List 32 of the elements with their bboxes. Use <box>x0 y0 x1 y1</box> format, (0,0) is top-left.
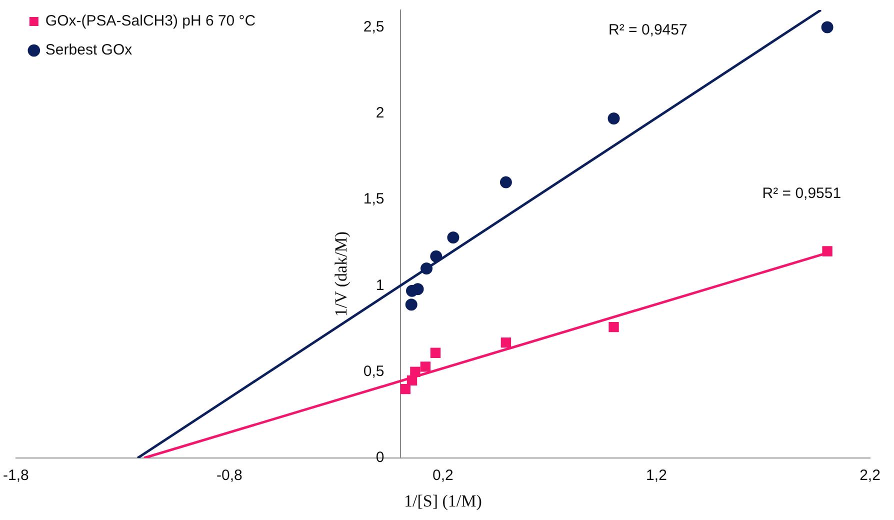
point <box>405 298 418 311</box>
x-tick-label: 1,2 <box>646 467 667 484</box>
point <box>821 21 834 34</box>
point <box>608 112 620 125</box>
y-axis-title: 1/V (dak/M) <box>332 231 351 317</box>
annotation: R² = 0,9551 <box>762 184 842 202</box>
y-tick-label: 0 <box>376 449 384 466</box>
y-tick-label: 1,5 <box>363 190 384 208</box>
point <box>420 362 431 372</box>
annotation: R² = 0,9457 <box>608 21 688 38</box>
point <box>410 366 420 377</box>
point <box>822 246 832 256</box>
legend-label: GOx-(PSA-SalCH3) pH 6 70 °C <box>45 12 256 30</box>
point <box>412 283 424 296</box>
point <box>447 231 460 244</box>
x-tick-label: -0,8 <box>216 467 242 484</box>
legend-label: Serbest GOx <box>45 42 133 59</box>
point <box>430 250 442 262</box>
point <box>500 176 512 188</box>
point <box>608 322 619 332</box>
y-tick-label: 2 <box>376 104 384 122</box>
point <box>420 262 433 274</box>
x-tick-label: 0,2 <box>432 467 454 484</box>
point <box>500 337 512 348</box>
y-tick-label: 1 <box>376 276 384 294</box>
point <box>430 348 441 358</box>
x-tick-label: -1,8 <box>2 467 29 484</box>
point <box>400 384 410 394</box>
y-tick-label: 2,5 <box>363 18 384 36</box>
x-axis-title: 1/[S] (1/M) <box>404 492 482 511</box>
y-tick-label: 0,5 <box>363 362 384 380</box>
x-tick-label: 2,2 <box>860 467 880 484</box>
